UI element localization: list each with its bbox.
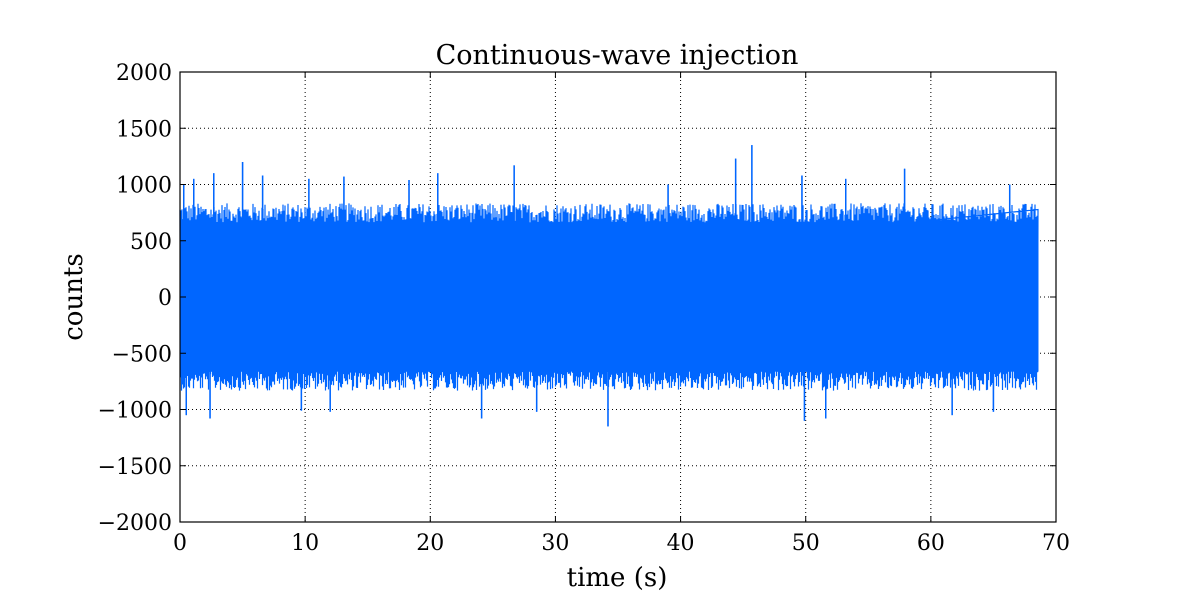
x-tick-label: 10 (291, 531, 319, 556)
y-tick-label: −2000 (98, 511, 172, 536)
series-line (179, 145, 1039, 427)
y-tick-label: −500 (112, 342, 172, 367)
x-tick-label: 60 (917, 531, 945, 556)
y-tick-label: 0 (158, 286, 172, 311)
y-tick-label: −1500 (98, 455, 172, 480)
x-tick-label: 0 (173, 531, 187, 556)
y-tick-label: 1500 (116, 117, 172, 142)
chart-title: Continuous-wave injection (436, 40, 799, 71)
y-tick-label: 500 (130, 230, 172, 255)
y-tick-label: 1000 (116, 174, 172, 199)
x-tick-label: 70 (1042, 531, 1070, 556)
y-axis-title: counts (59, 253, 89, 341)
x-tick-label: 40 (667, 531, 695, 556)
x-tick-label: 50 (792, 531, 820, 556)
x-axis-title: time (s) (567, 563, 668, 593)
series-core-band (180, 222, 1039, 372)
y-tick-label: −1000 (98, 399, 172, 424)
x-tick-label: 20 (416, 531, 444, 556)
x-tick-label: 30 (541, 531, 569, 556)
axis-ticks: 0 10 20 30 40 50 60 70 2000 1500 1000 500 0 −500 −1000… (98, 61, 1070, 556)
series-layer (179, 145, 1039, 427)
y-tick-label: 2000 (116, 61, 172, 86)
